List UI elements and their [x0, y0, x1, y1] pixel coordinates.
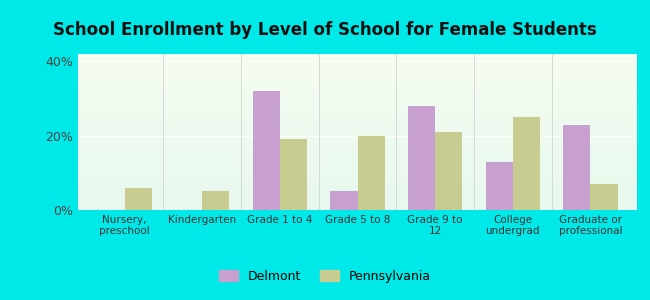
Text: School Enrollment by Level of School for Female Students: School Enrollment by Level of School for… [53, 21, 597, 39]
Bar [435, 132, 462, 210]
Bar [408, 106, 435, 210]
Bar [564, 124, 590, 210]
Bar [513, 117, 540, 210]
Bar [202, 191, 229, 210]
Bar [280, 140, 307, 210]
Bar [358, 136, 385, 210]
Bar [486, 162, 513, 210]
Legend: Delmont, Pennsylvania: Delmont, Pennsylvania [214, 265, 436, 288]
Bar [590, 184, 618, 210]
Bar [253, 91, 280, 210]
Bar [125, 188, 151, 210]
Bar [330, 191, 358, 210]
